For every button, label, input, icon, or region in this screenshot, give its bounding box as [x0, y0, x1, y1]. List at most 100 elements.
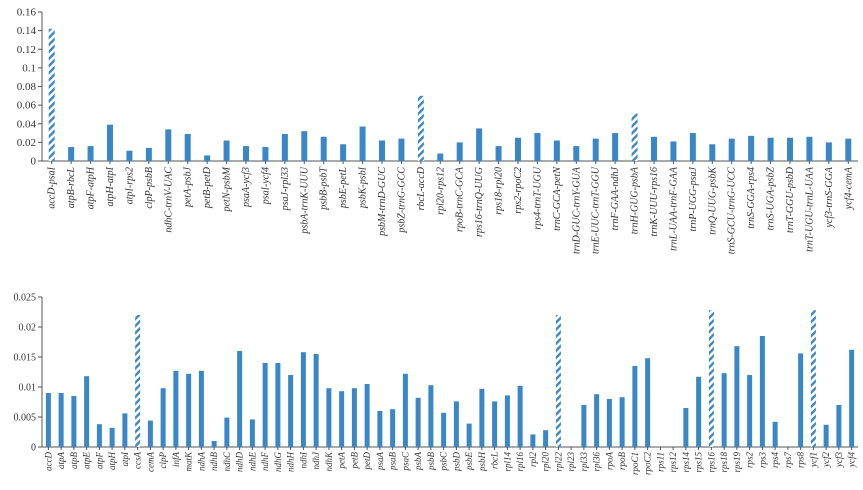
- x-tick-label: ycf1: [808, 452, 818, 468]
- bar-trns-gcu-trng-ucc: [728, 138, 735, 161]
- bar-rpl20: [543, 430, 549, 447]
- x-tick-label: rbcL-accD: [416, 166, 427, 210]
- x-tick-label: ndhH: [286, 452, 296, 473]
- bar-rps4-trnt-ugu: [534, 133, 541, 161]
- x-tick-label: trnL-UAA-trnF-GAA: [668, 166, 679, 251]
- x-tick-label: trnS-GGA-rps4: [746, 167, 757, 229]
- bar-trnt-ggu-psbd: [787, 137, 793, 161]
- x-tick-label: petB: [349, 452, 359, 470]
- y-tick-label: 0.14: [17, 25, 37, 37]
- bar-accd-psai: [48, 28, 55, 162]
- bar-atpi: [122, 413, 128, 447]
- x-tick-label: petN-psbM: [222, 166, 233, 212]
- bar-petb: [351, 388, 357, 447]
- y-tick-label: 0.025: [14, 293, 37, 304]
- x-tick-label: psaA: [375, 451, 385, 471]
- y-tick-label: 0.06: [17, 100, 37, 112]
- chart-bottom-genes: 0 0.005 0.01 0.015 0.02 0.025 accD atpA atpB atpE…: [14, 293, 858, 476]
- bar-rps2: [747, 375, 753, 447]
- x-tick-label: trnC-GCA-petN: [552, 166, 563, 231]
- x-tick-label: atpF-atpH: [86, 166, 97, 209]
- x-tick-label: rps16: [706, 452, 716, 473]
- bar-trnh-gug-psba: [631, 113, 638, 161]
- bar-peta: [339, 391, 345, 447]
- y-tick-label: 0.005: [14, 413, 37, 424]
- x-tick-label: cemA: [145, 452, 155, 472]
- x-tick-label: rps11: [655, 452, 665, 472]
- x-tick-label: rpl14: [502, 452, 512, 472]
- bar-rps19: [734, 346, 740, 447]
- x-tick-label: atpI: [120, 451, 130, 467]
- bar-ndhh: [288, 375, 294, 447]
- x-tick-label: atpA: [56, 451, 66, 469]
- y-tick-label: 0.12: [17, 44, 36, 56]
- x-tick-label: accD: [43, 452, 53, 471]
- x-tick-label: psaI-ycf4: [260, 167, 271, 205]
- x-tick-label: petA: [337, 452, 347, 470]
- bar-ycf4-cema: [845, 138, 852, 161]
- x-tick-label: psaB: [388, 451, 398, 471]
- bar-trnq-uug-psbk: [709, 144, 716, 161]
- bar-rps3: [759, 336, 765, 447]
- bar-matk: [186, 373, 192, 447]
- bar-rpob: [619, 397, 625, 447]
- bar-trne-uuc-trnt-ggu: [592, 138, 599, 161]
- bar-rpl16: [517, 385, 523, 447]
- x-tick-label: rbcL: [490, 452, 500, 469]
- bar-ndhi: [300, 352, 306, 447]
- bar-rpoc1: [632, 366, 638, 447]
- x-tick-label: atpH-atpI: [105, 166, 116, 206]
- x-tick-label: psbE-petL: [338, 167, 349, 210]
- x-tick-label: petD: [362, 452, 372, 471]
- x-tick-label: rps18-rpl20: [494, 167, 505, 215]
- bar-trns-gga-rps4: [748, 135, 755, 161]
- x-tick-label: ycf4-cemA: [843, 166, 854, 210]
- x-tick-label: rps2: [745, 452, 755, 469]
- x-tick-label: psaJ-rpl33: [280, 167, 291, 211]
- bar-atpi-rps2: [126, 150, 133, 161]
- bar-psaa: [377, 411, 383, 447]
- x-tick-label: petB-petD: [202, 166, 213, 209]
- bar-psbc: [441, 412, 447, 447]
- chart-top-intergenic: 0 0.02 0.04 0.06 0.08 0.1 0.12 0.14 0.16 accD-psa…: [17, 7, 858, 255]
- x-tick-label: trnS-GCU-trnG-UCC: [727, 167, 738, 255]
- bar-rps8: [798, 353, 804, 447]
- bar-rps16-trnq-uug: [476, 128, 483, 161]
- x-tick-label: ndhI: [298, 451, 308, 469]
- x-tick-label: rps16-trnQ-UUG: [474, 167, 485, 237]
- bar-psaa-ycf3: [243, 146, 249, 161]
- x-tick-label: clpP-psbB: [144, 167, 155, 209]
- y-tick-label: 0.1: [22, 62, 36, 74]
- bar-psbb: [428, 385, 434, 447]
- x-tick-label: rps4: [770, 452, 780, 469]
- bar-atph: [109, 427, 115, 447]
- bar-ndhk: [326, 388, 332, 447]
- bar-ndhg: [275, 363, 281, 447]
- bar-rps18-rpl20: [495, 146, 502, 161]
- bar-ycf2: [823, 424, 829, 447]
- x-tick-label: psbA-trnK-UUU: [299, 166, 310, 234]
- x-tick-label: rpoC2: [643, 452, 653, 476]
- bar-rpl14: [504, 395, 510, 447]
- x-tick-label: trnQ-UUG-psbK: [707, 166, 718, 235]
- x-tick-label: infA: [171, 451, 181, 467]
- bar-rpl33: [581, 405, 587, 447]
- x-tick-label: rps15: [694, 452, 704, 473]
- x-tick-label: rpl36: [592, 452, 602, 472]
- x-tick-label: psbZ-trnG-GCC: [396, 167, 407, 234]
- x-tick-label: rpl2: [528, 452, 538, 468]
- bar-cema: [147, 420, 153, 447]
- x-tick-label: ndhJ: [311, 451, 321, 470]
- x-tick-label: rps4-trnT-UGU: [532, 166, 543, 229]
- x-tick-label: psbB-psbT: [319, 166, 330, 211]
- bar-rps16: [708, 310, 714, 447]
- x-tick-label: psaC: [400, 451, 410, 472]
- bar-psbd: [453, 401, 459, 447]
- bar-trnp-ugg-psaj: [689, 133, 696, 161]
- bar-atph-atpi: [107, 124, 113, 161]
- bar-trnd-guc-trny-gua: [573, 146, 580, 161]
- x-tick-label: ycf4: [847, 452, 857, 468]
- x-tick-label: rpoA: [604, 451, 614, 470]
- x-tick-label: atpE: [82, 451, 92, 469]
